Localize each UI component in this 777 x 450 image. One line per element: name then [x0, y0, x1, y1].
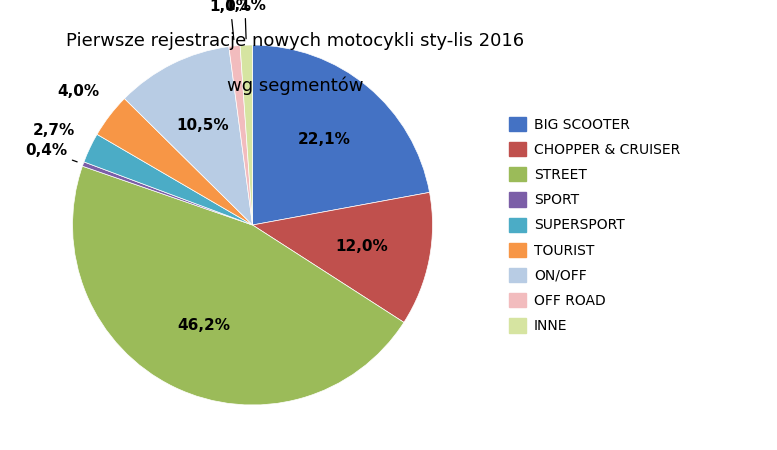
- Wedge shape: [82, 162, 253, 225]
- Text: 1,1%: 1,1%: [224, 0, 266, 39]
- Text: Pierwsze rejestracje nowych motocykli sty-lis 2016: Pierwsze rejestracje nowych motocykli st…: [66, 32, 524, 50]
- Text: 4,0%: 4,0%: [57, 84, 99, 99]
- Text: 46,2%: 46,2%: [177, 318, 230, 333]
- Legend: BIG SCOOTER, CHOPPER & CRUISER, STREET, SPORT, SUPERSPORT, TOURIST, ON/OFF, OFF : BIG SCOOTER, CHOPPER & CRUISER, STREET, …: [503, 111, 686, 339]
- Text: 0,4%: 0,4%: [25, 143, 77, 162]
- Text: 10,5%: 10,5%: [176, 117, 229, 133]
- Wedge shape: [240, 45, 253, 225]
- Wedge shape: [97, 99, 253, 225]
- Text: 1,0%: 1,0%: [210, 0, 252, 40]
- Wedge shape: [84, 135, 253, 225]
- Wedge shape: [124, 46, 253, 225]
- Text: 22,1%: 22,1%: [298, 132, 350, 147]
- Text: 2,7%: 2,7%: [33, 123, 75, 138]
- Text: wg segmentów: wg segmentów: [227, 76, 364, 95]
- Wedge shape: [253, 193, 433, 322]
- Wedge shape: [253, 45, 430, 225]
- Text: 12,0%: 12,0%: [336, 239, 388, 254]
- Wedge shape: [229, 45, 253, 225]
- Wedge shape: [72, 166, 404, 405]
